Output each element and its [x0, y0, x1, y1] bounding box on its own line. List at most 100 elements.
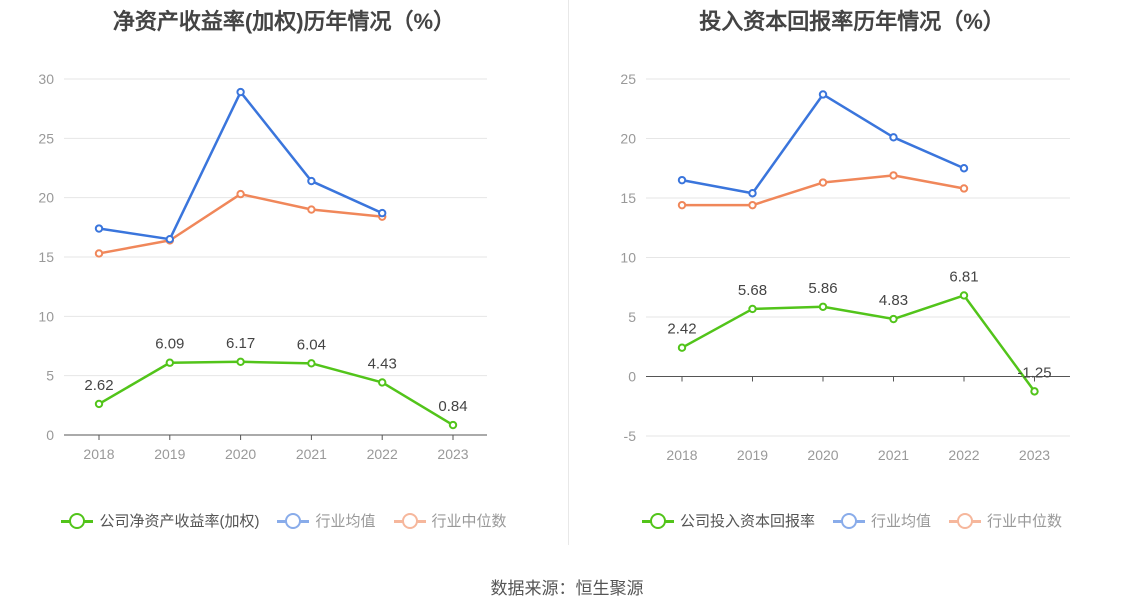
roic-legend-swatch-icon [949, 512, 981, 529]
roic-y-tick-label: 5 [628, 309, 636, 325]
roe-legend-swatch-icon [277, 512, 310, 529]
roe-legend-item-2[interactable]: 行业中位数 [393, 510, 507, 531]
roic-series-point-1 [959, 164, 969, 173]
roe-data-label: 6.17 [226, 335, 255, 352]
roe-y-tick-label: 5 [46, 368, 54, 384]
roe-series-point-1 [236, 87, 245, 97]
roe-series-point-0 [94, 399, 104, 409]
data-source-note: 数据来源：恒生聚源 [490, 579, 644, 598]
roic-legend-item-2[interactable]: 行业中位数 [949, 510, 1062, 531]
roic-x-tick-label: 2021 [878, 447, 909, 463]
roe-legend-label: 行业均值 [315, 513, 376, 530]
roe-y-tick-label: 20 [38, 190, 54, 206]
roic-data-label: 4.83 [879, 292, 908, 309]
roic-x-tick-label: 2020 [807, 447, 838, 463]
roe-data-label: 6.04 [297, 336, 326, 353]
roic-y-tick-label: -5 [624, 428, 637, 444]
roe-x-tick-label: 2020 [225, 446, 256, 462]
roe-series-point-2 [307, 205, 316, 214]
roic-series-point-2 [818, 178, 828, 187]
roic-series-point-1 [677, 175, 687, 185]
roe-y-tick-label: 30 [38, 71, 54, 87]
roic-legend-swatch-icon [641, 512, 674, 529]
roic-data-label: 6.81 [949, 268, 978, 285]
roic-data-label: 2.42 [667, 321, 696, 338]
roic-y-tick-label: 10 [620, 250, 636, 266]
roe-chart-panel: 净资产收益率(加权)历年情况（%） 0 5 10 15 20 25 30 2018 2019 20… [0, 0, 568, 560]
roic-x-tick-label: 2018 [666, 447, 697, 463]
roe-x-tick-label: 2019 [154, 446, 185, 462]
roic-series-point-1 [818, 90, 828, 99]
roe-x-tick-label: 2023 [437, 446, 468, 462]
roe-legend-item-1[interactable]: 行业均值 [277, 510, 376, 531]
roe-series-point-1 [94, 224, 104, 233]
roic-series-point-0 [748, 304, 757, 314]
roe-series-point-0 [378, 378, 387, 387]
roic-series-point-0 [959, 291, 969, 300]
roe-y-tick-label: 10 [38, 308, 54, 324]
roe-x-tick-label: 2018 [83, 446, 114, 462]
roic-series-point-2 [748, 200, 757, 210]
roic-legend-swatch-icon [832, 512, 865, 529]
roe-series-point-1 [307, 176, 316, 186]
roe-series-point-0 [307, 359, 316, 368]
roe-series-point-0 [236, 357, 245, 366]
roic-series-point-2 [959, 184, 969, 193]
roic-y-tick-label: 15 [620, 190, 636, 206]
roic-legend-item-0[interactable]: 公司投入资本回报率 [641, 510, 815, 531]
roic-chart-title: 投入资本回报率历年情况（%） [699, 9, 1005, 34]
roic-series-point-0 [889, 314, 898, 324]
roe-series-point-2 [236, 189, 245, 199]
roe-series-point-0 [448, 420, 458, 430]
roic-data-label: 5.68 [738, 282, 767, 299]
roe-chart-plot: 0 5 10 15 20 25 30 2018 2019 2020 2021 2022 2023 2.62… [38, 71, 487, 462]
roe-series-point-2 [94, 249, 104, 258]
roe-legend-label: 公司净资产收益率(加权) [99, 513, 260, 530]
roic-legend-label: 公司投入资本回报率 [679, 513, 815, 530]
roe-y-tick-label: 0 [46, 427, 54, 443]
roe-y-tick-label: 15 [38, 249, 54, 265]
roe-series-line-2 [98, 192, 383, 255]
roic-series-point-1 [889, 133, 898, 142]
roe-series-point-0 [165, 358, 175, 367]
roe-data-label: 4.43 [368, 355, 397, 372]
roic-data-label: 5.86 [808, 280, 837, 297]
roic-chart-plot: -5 0 5 10 15 20 25 2018 2019 2020 2021 2022 2023 2.42… [620, 71, 1070, 463]
roe-data-label: 0.84 [438, 398, 467, 415]
roe-legend-swatch-icon [61, 512, 94, 529]
panel-divider [568, 0, 569, 545]
roic-legend-label: 行业均值 [870, 513, 931, 530]
roe-series-point-1 [165, 235, 175, 244]
roic-chart-panel: 投入资本回报率历年情况（%） -5 0 5 10 15 20 25 2018 2019 2020 2… [570, 0, 1134, 560]
roic-series-point-0 [677, 343, 687, 352]
roe-legend-label: 行业中位数 [431, 513, 507, 530]
roic-y-tick-label: 0 [628, 369, 636, 385]
roic-data-label: -1.25 [1017, 364, 1051, 381]
roe-series-line-0 [98, 360, 454, 427]
roic-x-tick-label: 2022 [948, 447, 979, 463]
roic-series-point-0 [818, 302, 828, 311]
roic-y-tick-label: 25 [620, 71, 636, 87]
roic-x-tick-label: 2019 [737, 447, 768, 463]
roe-legend-item-0[interactable]: 公司净资产收益率(加权) [61, 510, 259, 531]
roic-series-point-2 [889, 171, 898, 180]
roic-series-point-1 [748, 189, 757, 198]
roic-legend-item-1[interactable]: 行业均值 [832, 510, 931, 531]
roe-x-tick-label: 2022 [367, 446, 398, 462]
roic-x-tick-label: 2023 [1019, 447, 1050, 463]
roic-series-point-2 [677, 200, 687, 210]
roe-data-label: 2.62 [84, 377, 113, 394]
roic-y-tick-label: 20 [620, 131, 636, 147]
roic-series-line-0 [681, 294, 1036, 393]
roe-chart-title: 净资产收益率(加权)历年情况（%） [112, 9, 456, 34]
roe-legend-swatch-icon [393, 512, 426, 529]
roe-y-tick-label: 25 [38, 130, 54, 146]
roic-chart-legend: 公司投入资本回报率 行业均值 行业中位数 [570, 510, 1134, 531]
roe-series-line-1 [98, 90, 383, 241]
roe-x-tick-label: 2021 [296, 446, 327, 462]
roe-chart-legend: 公司净资产收益率(加权) 行业均值 行业中位数 [0, 510, 568, 531]
roe-data-label: 6.09 [155, 336, 184, 353]
roe-series-point-1 [378, 208, 387, 218]
roic-series-point-0 [1030, 387, 1039, 396]
roic-legend-label: 行业中位数 [987, 513, 1063, 530]
